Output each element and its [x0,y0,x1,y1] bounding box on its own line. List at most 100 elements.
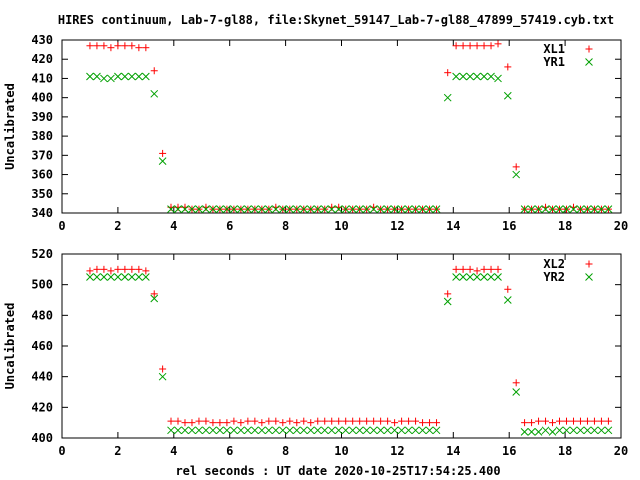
data-point [370,417,378,425]
data-point [195,426,203,435]
y-axis-label: Uncalibrated [3,83,17,170]
data-point [264,205,273,214]
legend-marker [585,58,593,66]
x-tick-label: 12 [390,219,404,233]
x-tick-label: 10 [334,219,348,233]
data-point [251,426,259,435]
data-point [174,205,182,214]
data-point [426,419,434,427]
data-point [135,265,143,273]
legend-label: YR1 [543,55,565,69]
data-point [432,205,441,214]
data-point [444,69,452,77]
x-tick-label: 8 [282,219,289,233]
data-point [216,426,224,435]
data-point [244,426,252,435]
data-point [583,205,592,214]
data-point [114,72,122,81]
data-point [376,426,385,435]
data-point [114,42,122,50]
data-point [548,205,557,214]
data-point [541,205,550,214]
top-panel: 0 2 4 6 8 10 12 14 16 18 20 340 350 360 370 380 390 400 41… [3,33,628,233]
y-tick-label: 380 [31,129,53,143]
data-point [188,426,196,435]
data-point [369,205,378,214]
data-point [466,273,474,281]
data-point [534,205,543,214]
data-point [404,426,413,435]
x-tick-label: 6 [226,444,233,458]
x-axis-label: rel seconds : UT date 2020-10-25T17:54:2… [175,464,500,478]
data-point [411,426,420,435]
data-point [555,426,564,435]
y-axis-label: Uncalibrated [3,303,17,390]
data-point [188,419,196,427]
data-point [521,419,529,427]
data-point [237,419,245,427]
y-tick-label: 430 [31,33,53,47]
data-point [583,426,592,435]
data-point [576,417,584,425]
data-point [307,419,315,427]
data-point [527,428,536,436]
data-point [362,205,371,214]
data-point [473,267,481,275]
data-point [541,426,550,435]
data-point [590,205,599,214]
y-tick-label: 340 [31,206,53,220]
data-point [150,89,159,98]
data-point [271,205,280,214]
data-point [299,426,308,435]
data-point [425,205,434,214]
data-point [535,417,543,425]
data-point [356,417,364,425]
data-point [391,419,399,427]
data-point [244,205,252,214]
data-point [604,205,613,214]
data-point [320,426,329,435]
data-point [528,419,536,427]
data-point [418,205,427,214]
data-point [512,170,521,179]
data-point [86,72,94,81]
data-point [466,265,474,273]
data-point [583,417,591,425]
data-point [286,417,294,425]
data-point [376,205,385,214]
data-point [520,205,529,214]
data-point [555,205,564,214]
data-point [363,417,371,425]
data-point [369,426,378,435]
data-point [383,205,392,214]
y-tick-label: 410 [31,71,53,85]
data-point [444,290,452,298]
data-point [398,417,406,425]
data-point [264,426,273,435]
data-point [397,205,406,214]
data-point [128,42,136,50]
data-point [251,205,259,214]
y-tick-label: 420 [31,400,53,414]
data-point [494,273,502,281]
y-tick-label: 500 [31,278,53,292]
data-point [135,273,143,281]
data-point [107,267,115,275]
data-point [174,417,182,425]
data-point [230,205,238,214]
legend-marker [585,45,593,53]
data-point [188,205,196,214]
data-point [390,426,399,435]
data-point [272,417,280,425]
data-point [181,426,189,435]
x-tick-label: 2 [114,444,121,458]
data-point [257,205,266,214]
data-point [93,273,101,281]
data-point [202,205,210,214]
data-point [377,417,385,425]
data-point [487,273,495,281]
data-point [341,426,350,435]
data-point [202,417,210,425]
x-tick-label: 16 [502,444,516,458]
